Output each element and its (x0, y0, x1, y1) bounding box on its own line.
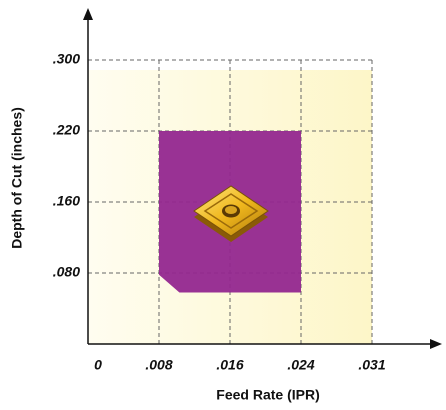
x-tick-label: .016 (216, 357, 243, 373)
y-tick-label: .220 (53, 122, 80, 138)
x-axis-title: Feed Rate (IPR) (216, 387, 319, 403)
x-arrow (430, 339, 442, 349)
x-tick-label: .031 (358, 357, 385, 373)
y-tick-label: .160 (53, 193, 80, 209)
y-tick-label: .300 (53, 51, 80, 67)
x-tick-label: .008 (145, 357, 172, 373)
x-tick-label: 0 (94, 357, 102, 373)
x-tick-label: .024 (287, 357, 314, 373)
y-axis-title: Depth of Cut (inches) (9, 107, 25, 249)
insert-icon (193, 185, 269, 242)
y-tick-label: .080 (53, 264, 80, 280)
y-arrow (83, 8, 93, 20)
